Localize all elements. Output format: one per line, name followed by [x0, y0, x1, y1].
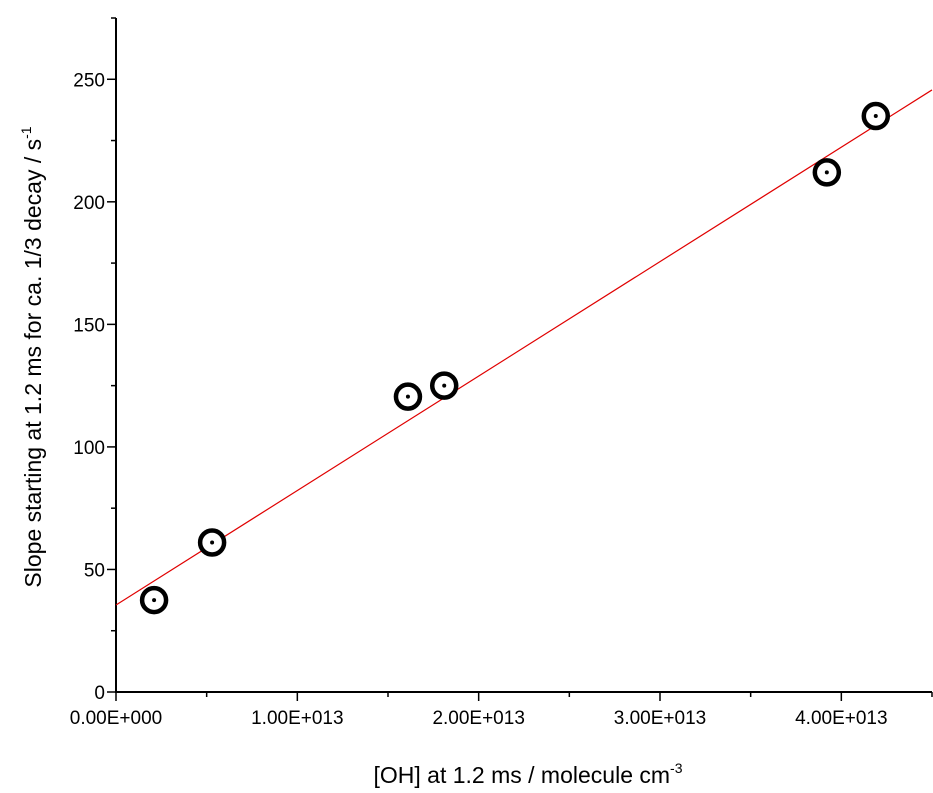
y-tick-label: 100	[73, 438, 105, 459]
fit-line-layer	[115, 89, 933, 606]
data-point	[812, 158, 842, 187]
y-axis-title-superscript: -1	[18, 126, 34, 139]
data-point	[861, 101, 891, 131]
fit-line	[115, 89, 933, 606]
data-point-center	[442, 383, 447, 388]
data-points	[139, 101, 891, 615]
x-tick-label: 2.00E+013	[432, 708, 524, 729]
y-tick-label: 200	[73, 193, 105, 214]
data-point	[139, 585, 169, 615]
y-tick-label: 50	[84, 560, 105, 581]
x-axis-title-main: [OH] at 1.2 ms / molecule cm	[374, 762, 671, 788]
axes	[107, 17, 933, 701]
data-point-center	[210, 540, 215, 545]
tick-labels: 0.00E+000 1.00E+013 2.00E+013 3.00E+013 4.00…	[70, 70, 888, 729]
data-point	[393, 382, 423, 411]
x-tick-label: 4.00E+013	[795, 708, 887, 729]
x-axis-title: [OH] at 1.2 ms / molecule cm-3	[374, 760, 683, 788]
data-point-center	[824, 170, 829, 175]
data-point-center	[873, 114, 878, 119]
y-axis-title: Slope starting at 1.2 ms for ca. 1/3 dec…	[18, 126, 46, 587]
x-tick-label: 1.00E+013	[251, 708, 343, 729]
x-tick-label: 0.00E+000	[70, 708, 162, 729]
data-point	[429, 371, 459, 400]
y-axis-title-main: Slope starting at 1.2 ms for ca. 1/3 dec…	[20, 139, 46, 588]
x-axis-title-superscript: -3	[670, 760, 683, 776]
x-tick-label: 3.00E+013	[614, 708, 706, 729]
data-point	[197, 528, 227, 557]
data-point-center	[405, 394, 410, 399]
data-point-center	[152, 598, 157, 603]
y-tick-label: 0	[94, 683, 105, 704]
y-tick-label: 250	[73, 70, 105, 91]
y-tick-label: 150	[73, 315, 105, 336]
